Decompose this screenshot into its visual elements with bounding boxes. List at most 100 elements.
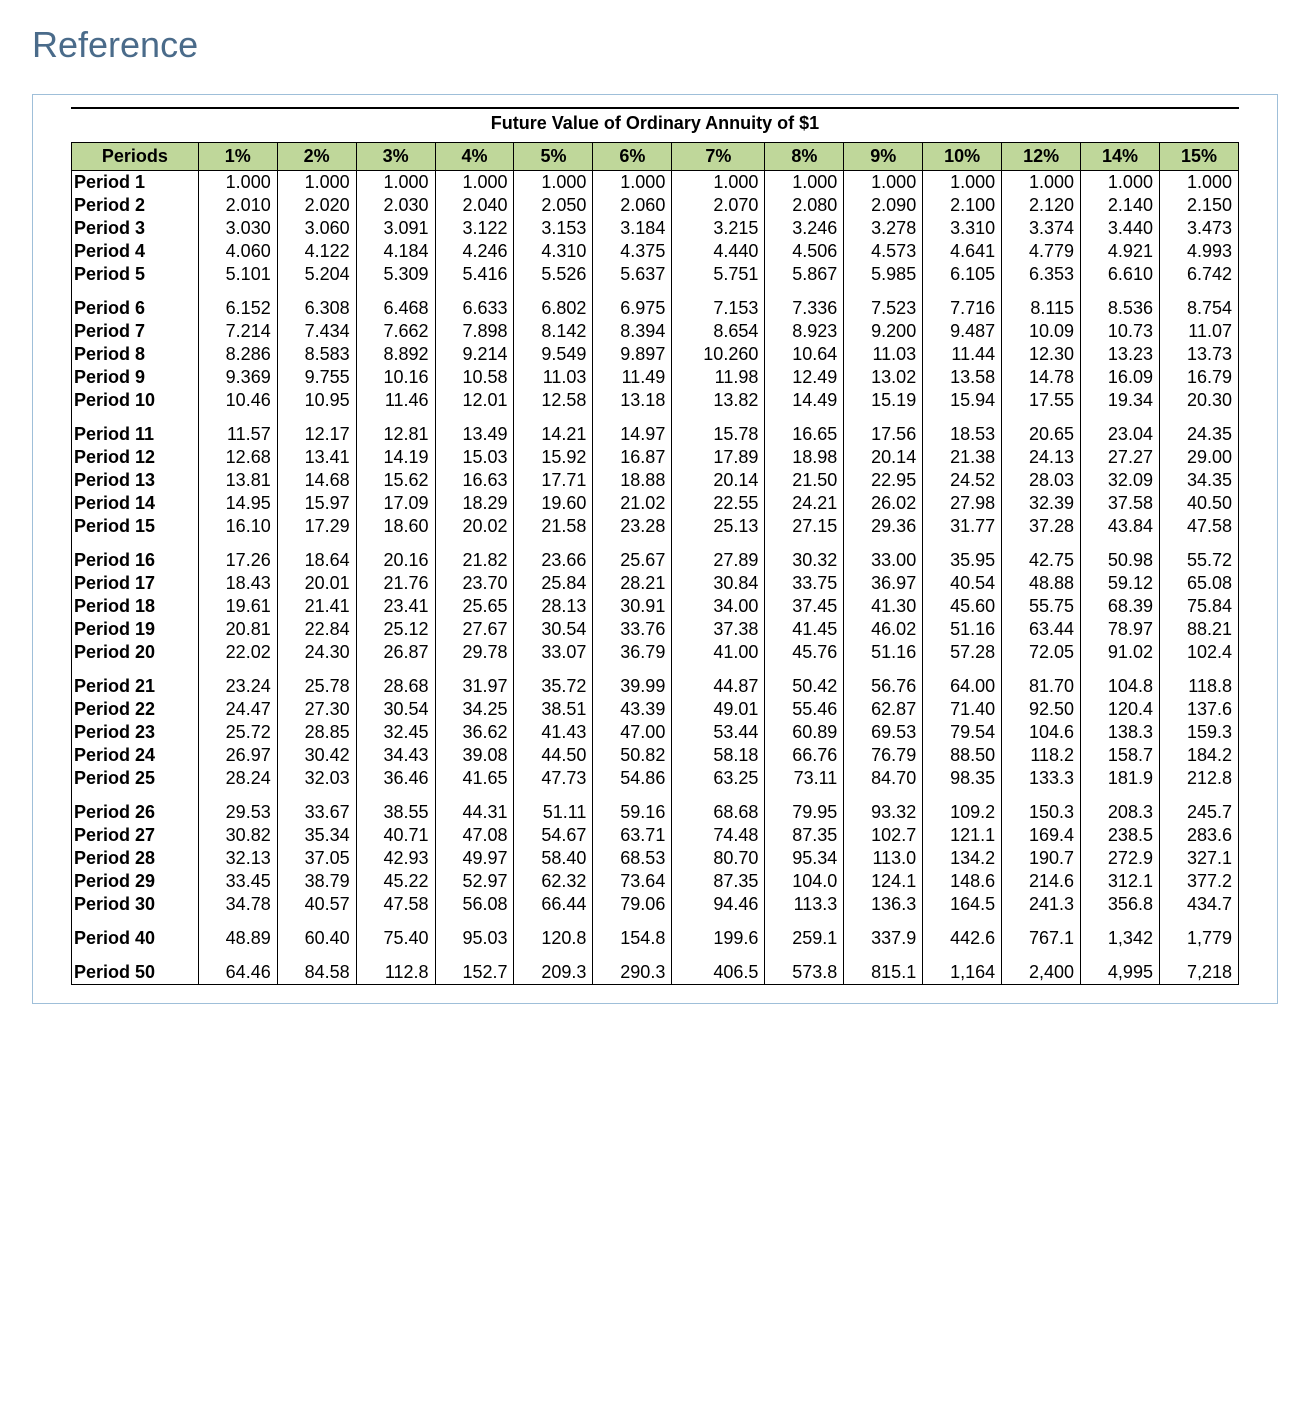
table-cell: 94.46 xyxy=(672,893,765,916)
table-cell: 1.000 xyxy=(844,171,923,195)
table-cell: 10.16 xyxy=(356,366,435,389)
table-cell: 6.975 xyxy=(593,286,672,320)
table-cell: 3.310 xyxy=(923,217,1002,240)
table-cell: 12.01 xyxy=(435,389,514,412)
table-row: Period 22.0102.0202.0302.0402.0502.0602.… xyxy=(72,194,1239,217)
table-cell: 3.246 xyxy=(765,217,844,240)
table-cell: 71.40 xyxy=(923,698,1002,721)
table-cell: 109.2 xyxy=(923,790,1002,824)
table-cell: 21.50 xyxy=(765,469,844,492)
table-cell: 34.43 xyxy=(356,744,435,767)
table-cell: 7.214 xyxy=(198,320,277,343)
table-row: Period 1718.4320.0121.7623.7025.8428.213… xyxy=(72,572,1239,595)
table-cell: 8.754 xyxy=(1159,286,1238,320)
table-cell: 573.8 xyxy=(765,950,844,985)
column-header-rate: 5% xyxy=(514,143,593,171)
table-cell: 356.8 xyxy=(1081,893,1160,916)
table-cell: 102.4 xyxy=(1159,641,1238,664)
table-cell: 137.6 xyxy=(1159,698,1238,721)
table-cell: 14.97 xyxy=(593,412,672,446)
table-cell: 14.21 xyxy=(514,412,593,446)
table-cell: 27.67 xyxy=(435,618,514,641)
table-cell: 19.34 xyxy=(1081,389,1160,412)
period-label: Period 7 xyxy=(72,320,199,343)
table-cell: 33.76 xyxy=(593,618,672,641)
table-cell: 121.1 xyxy=(923,824,1002,847)
table-cell: 72.05 xyxy=(1002,641,1081,664)
table-cell: 16.09 xyxy=(1081,366,1160,389)
table-cell: 30.54 xyxy=(514,618,593,641)
table-cell: 113.3 xyxy=(765,893,844,916)
table-cell: 28.85 xyxy=(277,721,356,744)
table-cell: 104.6 xyxy=(1002,721,1081,744)
table-cell: 49.97 xyxy=(435,847,514,870)
table-row: Period 77.2147.4347.6627.8988.1428.3948.… xyxy=(72,320,1239,343)
table-cell: 41.43 xyxy=(514,721,593,744)
table-cell: 17.29 xyxy=(277,515,356,538)
table-row: Period 1414.9515.9717.0918.2919.6021.022… xyxy=(72,492,1239,515)
table-cell: 47.08 xyxy=(435,824,514,847)
table-cell: 33.67 xyxy=(277,790,356,824)
table-cell: 169.4 xyxy=(1002,824,1081,847)
table-cell: 22.84 xyxy=(277,618,356,641)
table-cell: 52.97 xyxy=(435,870,514,893)
table-cell: 10.09 xyxy=(1002,320,1081,343)
table-cell: 55.75 xyxy=(1002,595,1081,618)
column-header-rate: 14% xyxy=(1081,143,1160,171)
period-label: Period 27 xyxy=(72,824,199,847)
table-cell: 38.79 xyxy=(277,870,356,893)
table-cell: 24.13 xyxy=(1002,446,1081,469)
table-cell: 64.00 xyxy=(923,664,1002,698)
period-label: Period 26 xyxy=(72,790,199,824)
table-cell: 43.84 xyxy=(1081,515,1160,538)
table-cell: 30.82 xyxy=(198,824,277,847)
period-label: Period 15 xyxy=(72,515,199,538)
table-cell: 11.49 xyxy=(593,366,672,389)
table-cell: 60.40 xyxy=(277,916,356,950)
table-cell: 337.9 xyxy=(844,916,923,950)
table-row: Period 66.1526.3086.4686.6336.8026.9757.… xyxy=(72,286,1239,320)
page-title: Reference xyxy=(32,24,1278,66)
table-cell: 21.76 xyxy=(356,572,435,595)
table-cell: 4.310 xyxy=(514,240,593,263)
table-cell: 14.49 xyxy=(765,389,844,412)
table-cell: 406.5 xyxy=(672,950,765,985)
table-cell: 327.1 xyxy=(1159,847,1238,870)
table-row: Period 1617.2618.6420.1621.8223.6625.672… xyxy=(72,538,1239,572)
table-row: Period 5064.4684.58112.8152.7209.3290.34… xyxy=(72,950,1239,985)
table-cell: 1.000 xyxy=(1159,171,1238,195)
table-cell: 1,779 xyxy=(1159,916,1238,950)
table-cell: 2.010 xyxy=(198,194,277,217)
table-cell: 12.68 xyxy=(198,446,277,469)
table-row: Period 99.3699.75510.1610.5811.0311.4911… xyxy=(72,366,1239,389)
table-cell: 6.802 xyxy=(514,286,593,320)
table-cell: 9.897 xyxy=(593,343,672,366)
table-row: Period 1313.8114.6815.6216.6317.7118.882… xyxy=(72,469,1239,492)
table-cell: 12.58 xyxy=(514,389,593,412)
table-cell: 88.21 xyxy=(1159,618,1238,641)
table-cell: 23.04 xyxy=(1081,412,1160,446)
table-cell: 25.13 xyxy=(672,515,765,538)
table-cell: 55.46 xyxy=(765,698,844,721)
table-cell: 41.30 xyxy=(844,595,923,618)
table-cell: 35.95 xyxy=(923,538,1002,572)
table-cell: 133.3 xyxy=(1002,767,1081,790)
table-cell: 28.13 xyxy=(514,595,593,618)
table-cell: 2.050 xyxy=(514,194,593,217)
period-label: Period 12 xyxy=(72,446,199,469)
table-row: Period 88.2868.5838.8929.2149.5499.89710… xyxy=(72,343,1239,366)
table-cell: 2.100 xyxy=(923,194,1002,217)
table-cell: 159.3 xyxy=(1159,721,1238,744)
table-cell: 39.99 xyxy=(593,664,672,698)
table-cell: 41.00 xyxy=(672,641,765,664)
table-cell: 5.526 xyxy=(514,263,593,286)
table-cell: 79.06 xyxy=(593,893,672,916)
table-cell: 118.8 xyxy=(1159,664,1238,698)
table-cell: 1.000 xyxy=(435,171,514,195)
table-cell: 245.7 xyxy=(1159,790,1238,824)
period-label: Period 6 xyxy=(72,286,199,320)
table-cell: 36.79 xyxy=(593,641,672,664)
table-cell: 42.75 xyxy=(1002,538,1081,572)
table-cell: 8.536 xyxy=(1081,286,1160,320)
table-cell: 43.39 xyxy=(593,698,672,721)
